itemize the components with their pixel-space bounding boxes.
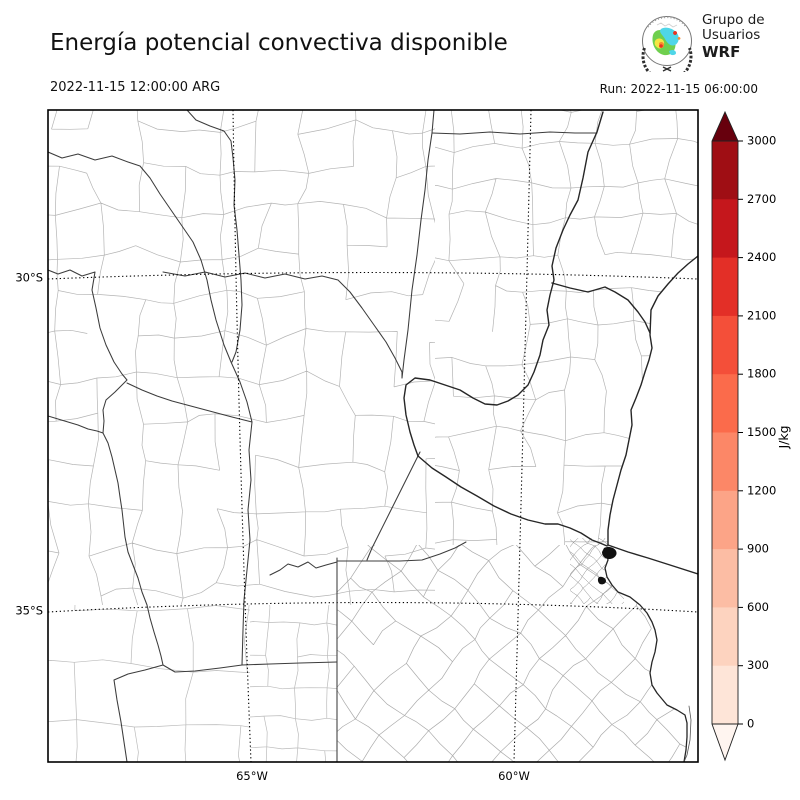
wrf-logo-icon: [641, 16, 693, 72]
valid-time-label: 2022-11-15 12:00:00 ARG: [50, 80, 221, 95]
ytick-35s: 35°S: [15, 604, 43, 618]
colorbar-segment: [712, 315, 738, 375]
mesh-region-clipA: [48, 110, 435, 605]
xtick-65w: 65°W: [236, 769, 268, 783]
colorbar-tick-label: 3000: [747, 134, 776, 148]
plata-north-coast: [607, 544, 698, 575]
colorbar-segment: [712, 374, 738, 433]
colorbar-over-arrow: [712, 112, 738, 141]
parana-river: [403, 111, 604, 457]
colorbar-segment: [712, 432, 738, 492]
colorbar-segment: [712, 490, 738, 550]
colorbar-segment: [712, 549, 738, 608]
colorbar-tick-label: 1800: [747, 367, 776, 381]
corrientes-entrerios-border: [551, 282, 651, 334]
map-frame: [47, 109, 699, 763]
samborombon-spit: [683, 705, 692, 762]
colorbar-tick-label: 1200: [747, 483, 776, 497]
rio-de-la-plata-and-sea: [605, 546, 698, 762]
colorbar-under-arrow: [712, 724, 738, 760]
colorbar-tick-label: 600: [747, 600, 769, 614]
wrf-logo-text: Grupo de Usuarios WRF: [702, 12, 765, 62]
colorbar-tick-label: 2400: [747, 250, 776, 264]
gridline-65w: [232, 110, 252, 762]
colorbar-segment: [712, 607, 738, 667]
colorbar-segment: [712, 141, 738, 200]
logo-line2: Usuarios: [702, 27, 761, 43]
colorbar-unit-label: J/kg: [776, 425, 791, 449]
colorbar-segment: [712, 199, 738, 258]
colorbar-tick-label: 2100: [747, 308, 776, 322]
colorbar-tick-label: 2700: [747, 192, 776, 206]
mesh-region-clipC: [337, 545, 698, 762]
province-boundaries: [48, 110, 598, 762]
plata-south-coast-atlantic: [604, 548, 688, 762]
mesh-region-clipE: [48, 605, 250, 762]
gridline-30s: [48, 271, 698, 280]
gridline-60w: [513, 110, 532, 762]
ytick-30s: 30°S: [15, 271, 43, 285]
rivers-and-coastlines: [403, 111, 698, 762]
colorbar-segment: [712, 665, 738, 725]
xtick-60w: 60°W: [498, 769, 530, 783]
mesh-region-clipD: [250, 605, 337, 762]
colorbar-tick-label: 0: [747, 717, 754, 731]
parana-delta: [417, 455, 608, 547]
uruguay-land: [608, 256, 698, 574]
uruguay-river: [607, 255, 698, 546]
colorbar-tick-label: 900: [747, 542, 769, 556]
unmapped-regions: [605, 256, 698, 762]
logo-line3: WRF: [702, 43, 741, 61]
logo-line1: Grupo de: [702, 12, 765, 28]
graticule-gridlines: [48, 110, 698, 762]
gridline-35s: [48, 601, 698, 613]
buenos-aires-urban-blob: [597, 547, 617, 585]
run-time-label: Run: 2022-11-15 06:00:00: [599, 82, 758, 96]
colorbar-tick-label: 300: [747, 658, 769, 672]
colorbar-segment: [712, 257, 738, 317]
mesh-region-clipGBA: [570, 538, 624, 604]
page-title: Energía potencial convectiva disponible: [50, 30, 508, 56]
colorbar-tick-label: 1500: [747, 425, 776, 439]
